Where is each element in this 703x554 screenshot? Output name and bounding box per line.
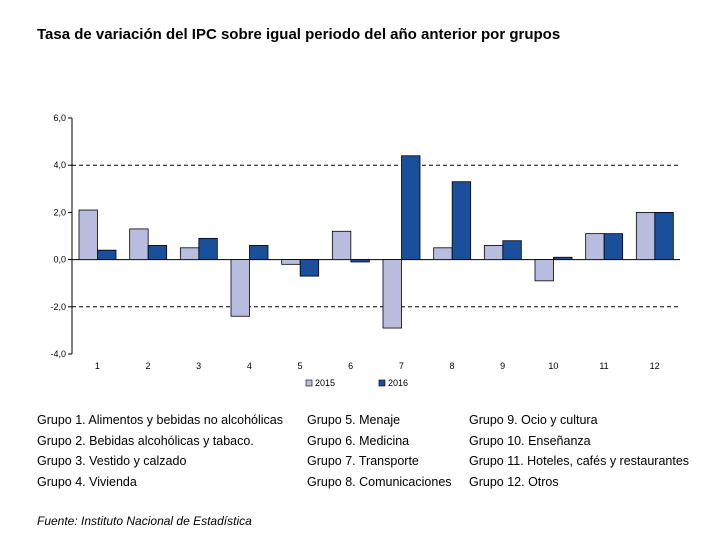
bar-2015-12 xyxy=(635,211,656,260)
bar-2015-2 xyxy=(129,228,149,260)
y-tick-label: -2,0 xyxy=(50,302,66,312)
group-column-3: Grupo 9. Ocio y cultura Grupo 10. Enseña… xyxy=(469,410,689,492)
bar-2016-9 xyxy=(502,240,522,261)
x-tick-label: 6 xyxy=(348,361,353,371)
y-tick-label: -4,0 xyxy=(50,349,66,359)
x-tick-labels: 1 2 3 4 5 6 7 8 9 10 11 12 xyxy=(95,361,660,371)
group-item: Grupo 4. Vivienda xyxy=(37,474,137,489)
x-tick-label: 1 xyxy=(95,361,100,371)
bar-2015-10 xyxy=(534,259,554,282)
bar-2016-3 xyxy=(198,237,218,261)
y-tick-label: 2,0 xyxy=(53,207,66,217)
legend-label-2016: 2016 xyxy=(388,378,408,388)
source-note: Fuente: Instituto Nacional de Estadístic… xyxy=(37,514,252,528)
x-tick-label: 7 xyxy=(399,361,404,371)
y-tick-label: 0,0 xyxy=(53,255,66,265)
x-tick-label: 12 xyxy=(650,361,660,371)
bar-2016-1 xyxy=(97,249,117,261)
group-item: Grupo 6. Medicina xyxy=(307,433,410,448)
bar-2015-11 xyxy=(585,233,605,260)
bar-2016-2 xyxy=(147,245,168,261)
group-item: Grupo 12. Otros xyxy=(469,474,559,489)
gridlines xyxy=(72,164,680,308)
x-tick-label: 11 xyxy=(599,361,608,371)
group-column-1: Grupo 1. Alimentos y bebidas no alcohóli… xyxy=(37,410,283,492)
bar-chart: 6,04,02,00,0-2,0-4,0 1 2 3 4 5 6 7 8 9 10 11 12 201… xyxy=(50,113,680,388)
group-item: Grupo 8. Comunicaciones xyxy=(307,474,452,489)
group-item: Grupo 5. Menaje xyxy=(307,413,401,427)
bar-2016-11 xyxy=(603,233,624,260)
y-tick-label: 6,0 xyxy=(53,113,66,123)
bar-2016-5 xyxy=(299,259,320,277)
bar-2016-6 xyxy=(350,259,370,263)
y-tick-label: 4,0 xyxy=(53,160,66,170)
bar-2015-6 xyxy=(331,230,352,260)
y-tick-labels: 6,0 4,0 2,0 0,0 -2,0 -4,0 xyxy=(50,113,72,359)
bar-2015-9 xyxy=(483,245,504,261)
chart-title: Tasa de variación del IPC sobre igual pe… xyxy=(37,26,561,43)
x-tick-label: 4 xyxy=(247,361,252,371)
group-item: Grupo 9. Ocio y cultura xyxy=(469,413,598,427)
group-item: Grupo 11. Hoteles, cafés y restaurantes xyxy=(469,454,690,468)
legend-swatch-2016 xyxy=(378,379,386,387)
x-tick-label: 8 xyxy=(449,361,454,371)
group-item: Grupo 3. Vestido y calzado xyxy=(37,454,187,468)
x-tick-label: 3 xyxy=(196,361,201,371)
x-tick-label: 5 xyxy=(297,361,302,371)
legend-swatch-2015 xyxy=(305,379,313,387)
bar-2015-3 xyxy=(179,247,200,261)
bar-2016-12 xyxy=(654,211,674,260)
bar-2015-4 xyxy=(230,259,250,317)
x-tick-label: 10 xyxy=(548,361,558,371)
group-item: Grupo 1. Alimentos y bebidas no alcohóli… xyxy=(37,413,283,427)
bars xyxy=(78,155,674,329)
bar-2016-10 xyxy=(553,256,573,260)
bar-2015-5 xyxy=(281,259,301,265)
legend-label-2015: 2015 xyxy=(315,378,335,388)
group-item: Grupo 7. Transporte xyxy=(307,454,419,468)
group-list: Grupo 1. Alimentos y bebidas no alcohóli… xyxy=(37,410,697,500)
group-column-2: Grupo 5. Menaje Grupo 6. Medicina Grupo … xyxy=(307,410,452,492)
bar-2015-1 xyxy=(78,209,98,260)
bar-2015-7 xyxy=(382,259,402,329)
group-item: Grupo 2. Bebidas alcohólicas y tabaco. xyxy=(37,433,254,448)
group-item: Grupo 10. Enseñanza xyxy=(469,433,591,448)
legend: 2015 2016 xyxy=(305,378,408,388)
x-tick-label: 2 xyxy=(145,361,150,371)
bar-2016-4 xyxy=(249,245,269,261)
bar-2016-7 xyxy=(401,155,421,260)
bar-2016-8 xyxy=(451,181,472,260)
x-tick-label: 9 xyxy=(500,361,505,371)
bar-2015-8 xyxy=(433,247,453,261)
